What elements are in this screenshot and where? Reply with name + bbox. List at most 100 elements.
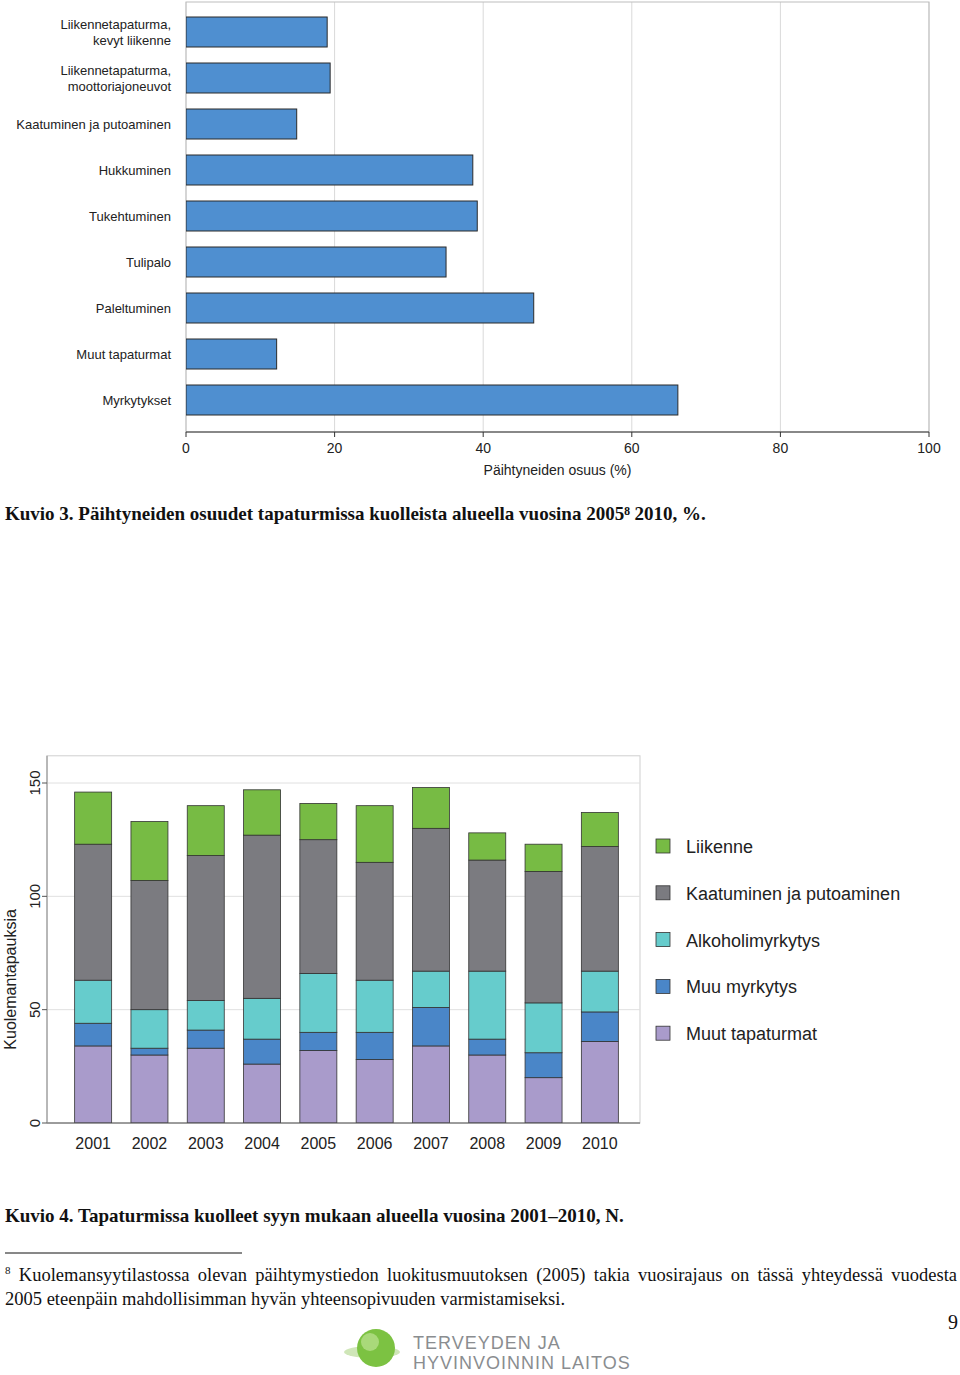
grid-line: [780, 2, 781, 432]
grid-line: [631, 2, 632, 432]
tick-label: 2006: [357, 1135, 393, 1152]
tick-label: 2009: [526, 1135, 562, 1152]
bar: [186, 339, 277, 369]
tick-label: 50: [26, 1001, 43, 1018]
label-line: Hukkuminen: [99, 163, 171, 178]
bar: [186, 247, 446, 277]
legend-label: Liikenne: [686, 837, 753, 857]
logo-highlight: [361, 1333, 379, 1351]
tick: [334, 432, 335, 437]
bar-segment: [469, 833, 506, 860]
legend-swatch: [656, 979, 670, 993]
bar-segment: [412, 1046, 449, 1123]
page-number: 9: [948, 1311, 958, 1333]
axis-label: Päihtyneiden osuus (%): [484, 462, 632, 478]
bar-segment: [244, 1039, 281, 1064]
tick: [631, 432, 632, 437]
logo-text: HYVINVOINNIN LAITOS: [413, 1353, 631, 1373]
bar-segment: [469, 860, 506, 971]
category-label: Myrkytykset: [102, 393, 171, 408]
bar-segment: [356, 862, 393, 980]
bar-segment: [581, 1012, 618, 1041]
legend-label: Muu myrkytys: [686, 977, 797, 997]
bar-segment: [131, 1048, 168, 1055]
bar-segment: [187, 1030, 224, 1048]
bar-segment: [187, 1048, 224, 1123]
grid-line: [47, 1123, 640, 1124]
bar-segment: [581, 812, 618, 846]
bar-segment: [187, 1001, 224, 1030]
label-line: kevyt liikenne: [93, 33, 171, 48]
label-line: moottoriajoneuvot: [68, 79, 172, 94]
legend-swatch: [656, 933, 670, 947]
tick-label: 2003: [188, 1135, 224, 1152]
category-label: Tukehtuminen: [89, 209, 171, 224]
bar-segment: [75, 792, 112, 844]
bar: [186, 155, 473, 185]
x-axis: [186, 432, 929, 433]
caption: Kuvio 4. Tapaturmissa kuolleet syyn muka…: [5, 1205, 624, 1226]
tick-label: 60: [624, 440, 640, 456]
tick-label: 100: [26, 884, 43, 909]
tick-label: 2001: [75, 1135, 111, 1152]
page-canvas: Liikennetapaturma,kevyt liikenneLiikenne…: [0, 0, 960, 1375]
footnote-rule: [5, 1253, 242, 1254]
bar-segment: [356, 980, 393, 1032]
caption: Kuvio 3. Päihtyneiden osuudet tapaturmis…: [5, 503, 706, 524]
category-label: Muut tapaturmat: [76, 347, 171, 362]
label-line: Liikennetapaturma,: [60, 17, 171, 32]
bar: [186, 109, 297, 139]
bars: [186, 17, 678, 415]
tick-label: 2005: [301, 1135, 337, 1152]
category-label: Tulipalo: [126, 255, 171, 270]
bars: [75, 788, 619, 1123]
footnote: 8 Kuolemansyytilastossa olevan päihtymys…: [5, 1258, 957, 1311]
bar-segment: [131, 880, 168, 1009]
axis-label: Kuolemantapauksia: [2, 909, 19, 1050]
bar-segment: [469, 1055, 506, 1123]
legend-label: Kaatuminen ja putoaminen: [686, 884, 900, 904]
bar-segment: [244, 790, 281, 835]
bar-segment: [187, 856, 224, 1001]
grid-line: [47, 783, 640, 784]
category-label: Paleltuminen: [96, 301, 171, 316]
bar: [186, 385, 678, 415]
bar-segment: [75, 1046, 112, 1123]
bar-segment: [300, 1050, 337, 1123]
tick: [929, 432, 930, 437]
label-line: Paleltuminen: [96, 301, 171, 316]
label-line: Muut tapaturmat: [76, 347, 171, 362]
legend-swatch: [656, 839, 670, 853]
bar-segment: [525, 1078, 562, 1123]
category-label: Hukkuminen: [99, 163, 171, 178]
bar-segment: [131, 1055, 168, 1123]
tick-label: 80: [773, 440, 789, 456]
bar-segment: [469, 1039, 506, 1055]
bar: [186, 293, 534, 323]
bar-segment: [300, 973, 337, 1032]
x-axis: [47, 1123, 640, 1124]
tick-label: 0: [26, 1119, 43, 1127]
plot-frame: [186, 2, 929, 432]
tick-label: 2007: [413, 1135, 449, 1152]
label-line: Myrkytykset: [102, 393, 171, 408]
bar-segment: [356, 1060, 393, 1123]
category-label: Kaatuminen ja putoaminen: [16, 117, 171, 132]
bar-segment: [131, 1010, 168, 1049]
label-line: Liikennetapaturma,: [60, 63, 171, 78]
tick: [483, 432, 484, 437]
logo: TERVEYDEN JAHYVINVOINNIN LAITOS: [344, 1329, 631, 1373]
bar-segment: [131, 822, 168, 881]
bar-segment: [356, 806, 393, 863]
tick-label: 100: [917, 440, 941, 456]
bar-segment: [525, 1053, 562, 1078]
bar-segment: [300, 840, 337, 974]
bar-segment: [300, 1032, 337, 1050]
logo-circle: [357, 1329, 395, 1367]
legend-swatch: [656, 886, 670, 900]
bar-segment: [244, 835, 281, 998]
tick-label: 20: [327, 440, 343, 456]
tick-label: 2002: [132, 1135, 168, 1152]
tick-label: 40: [475, 440, 491, 456]
bar-segment: [187, 806, 224, 856]
